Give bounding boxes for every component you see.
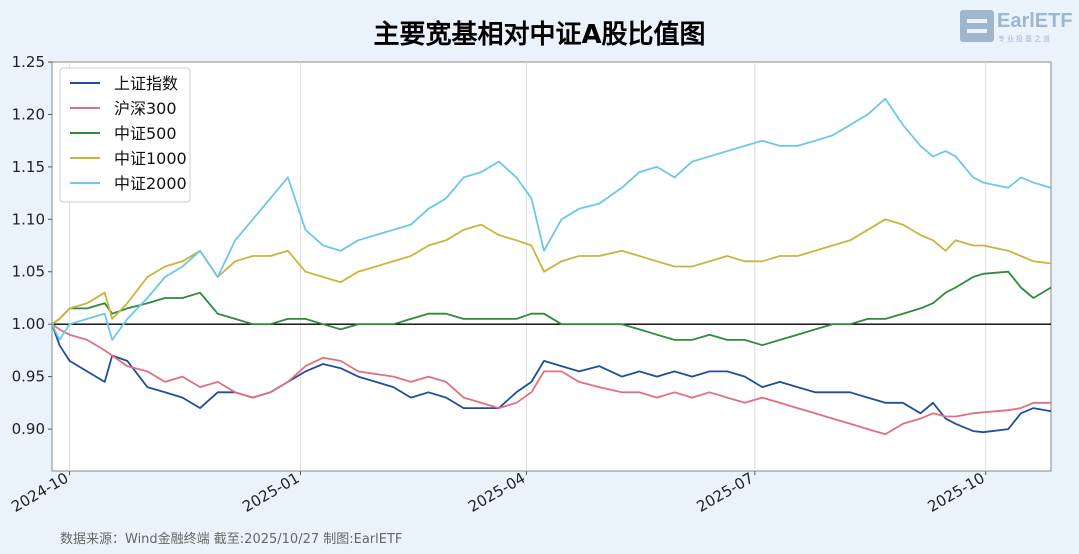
legend-label: 中证1000: [114, 149, 187, 168]
y-tick-label: 1.15: [12, 158, 45, 176]
x-tick-label: 2025-07: [694, 469, 757, 516]
series-lines: [51, 97, 1052, 436]
legend-label: 中证500: [114, 124, 177, 143]
x-axis: 2024-10 2025-01 2025-04 2025-07 2025-10: [8, 469, 987, 516]
source-note: 数据来源：Wind金融终端 截至:2025/10/27 制图:EarlETF: [60, 532, 403, 547]
logo: EarlETF 专业投基之道: [960, 8, 1073, 44]
legend-label: 沪深300: [114, 99, 177, 118]
series-line-上证指数: [51, 323, 1052, 434]
x-tick-label: 2025-04: [465, 469, 528, 516]
logo-tagline: 专业投基之道: [998, 35, 1052, 43]
logo-name: EarlETF: [997, 10, 1073, 32]
series-line-中证500: [51, 270, 1052, 347]
y-tick-label: 0.95: [12, 368, 45, 386]
y-tick-label: 1.25: [12, 53, 45, 71]
chart-title: 主要宽基相对中证A股比值图: [373, 20, 706, 50]
y-tick-label: 1.00: [12, 315, 45, 333]
legend-box: [59, 67, 191, 203]
y-axis: 0.90 0.95 1.00 1.05 1.10 1.15 1.20 1.25: [12, 53, 52, 438]
y-tick-label: 1.10: [12, 210, 45, 228]
x-tick-label: 2025-10: [924, 469, 987, 516]
legend-label: 上证指数: [114, 74, 178, 93]
x-tick-label: 2024-10: [8, 469, 71, 516]
series-line-中证2000: [51, 97, 1052, 341]
legend-label: 中证2000: [114, 174, 187, 193]
y-tick-label: 1.20: [12, 105, 45, 123]
x-tick-label: 2025-01: [239, 469, 302, 516]
series-line-沪深300: [51, 323, 1051, 436]
y-tick-label: 0.90: [12, 420, 45, 438]
logo-icon: [960, 10, 994, 42]
y-tick-label: 1.05: [12, 263, 45, 281]
